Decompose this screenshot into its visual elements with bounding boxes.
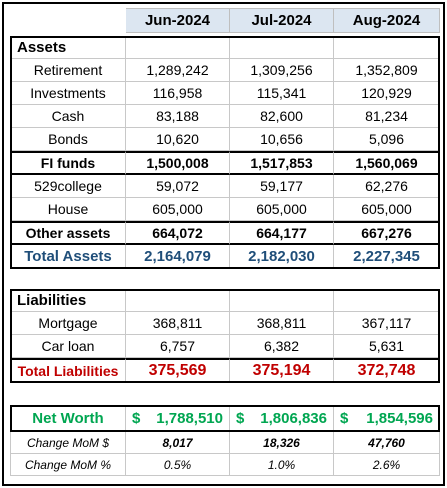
net-worth-row: Net Worth $ 1,788,510 $ 1,806,836 $ 1,85… — [10, 406, 440, 431]
change-dollar-label: Change MoM $ — [10, 432, 126, 454]
currency-symbol: $ — [132, 409, 141, 427]
row-label: Cash — [10, 105, 126, 128]
liabilities-title: Liabilities — [10, 289, 126, 312]
net-worth-label: Net Worth — [10, 406, 126, 431]
total-liabilities-row: Total Liabilities 375,569 375,194 372,74… — [10, 358, 440, 382]
table-row: 529college 59,072 59,177 62,276 — [10, 175, 440, 198]
row-label: House — [10, 198, 126, 221]
total-liabilities-label: Total Liabilities — [10, 358, 126, 382]
table-row: Investments 116,958 115,341 120,929 — [10, 82, 440, 105]
total-assets-row: Total Assets 2,164,079 2,182,030 2,227,3… — [10, 245, 440, 268]
other-assets-label: Other assets — [10, 221, 126, 245]
row-label: Car loan — [10, 335, 126, 358]
row-label: Retirement — [10, 59, 126, 82]
table-row: Cash 83,188 82,600 81,234 — [10, 105, 440, 128]
change-dollar-row: Change MoM $ 8,017 18,326 47,760 — [10, 432, 440, 454]
table-row: House 605,000 605,000 605,000 — [10, 198, 440, 221]
currency-symbol: $ — [236, 409, 245, 427]
assets-title-row: Assets — [10, 36, 440, 59]
header-row: Jun-2024 Jul-2024 Aug-2024 — [10, 8, 440, 33]
change-pct-row: Change MoM % 0.5% 1.0% 2.6% — [10, 454, 440, 476]
table-row: Bonds 10,620 10,656 5,096 — [10, 128, 440, 151]
header-jun: Jun-2024 — [126, 8, 230, 33]
currency-symbol: $ — [340, 409, 349, 427]
assets-title: Assets — [10, 36, 126, 59]
total-assets-label: Total Assets — [10, 245, 126, 268]
row-label: Bonds — [10, 128, 126, 151]
fi-funds-label: FI funds — [10, 151, 126, 175]
liabilities-title-row: Liabilities — [10, 289, 440, 312]
header-blank — [10, 8, 126, 33]
header-aug: Aug-2024 — [334, 8, 440, 33]
fi-funds-row: FI funds 1,500,008 1,517,853 1,560,069 — [10, 151, 440, 175]
table-row: Mortgage 368,811 368,811 367,117 — [10, 312, 440, 335]
header-jul: Jul-2024 — [230, 8, 334, 33]
other-assets-row: Other assets 664,072 664,177 667,276 — [10, 221, 440, 245]
change-pct-label: Change MoM % — [10, 454, 126, 476]
table-row: Retirement 1,289,242 1,309,256 1,352,809 — [10, 59, 440, 82]
row-label: Investments — [10, 82, 126, 105]
row-label: 529college — [10, 175, 126, 198]
row-label: Mortgage — [10, 312, 126, 335]
table-row: Car loan 6,757 6,382 5,631 — [10, 335, 440, 358]
